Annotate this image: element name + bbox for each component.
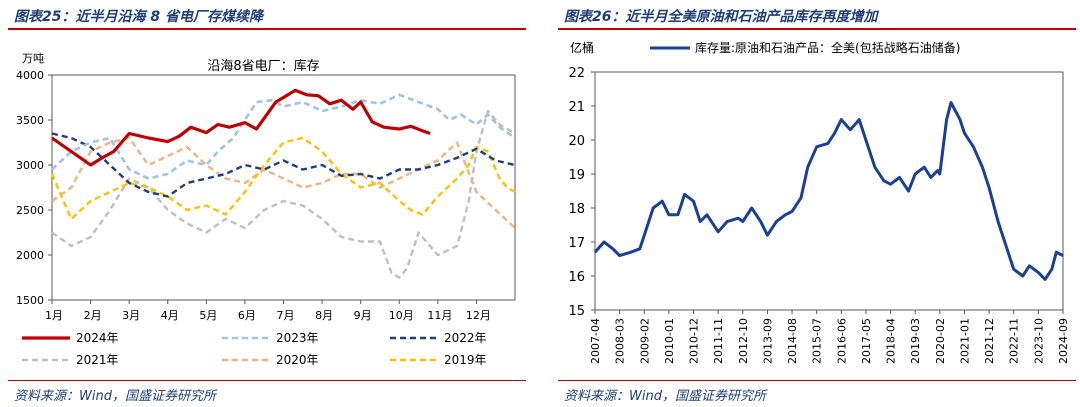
series-line-2020年 (51, 136, 516, 229)
y-tick-label: 15 (568, 304, 585, 319)
legend-label: 2019年 (444, 353, 487, 367)
x-tick-label: 4月 (161, 309, 179, 322)
y-tick-label: 1500 (16, 294, 44, 307)
y-tick-label: 18 (568, 202, 585, 217)
legend-label: 2021年 (76, 353, 119, 367)
source-divider (8, 380, 526, 381)
x-tick-label: 2020-02 (934, 318, 947, 364)
y-tick-label: 3000 (16, 159, 44, 172)
x-tick-label: 2月 (84, 309, 102, 322)
x-tick-label: 9月 (354, 309, 372, 322)
legend-label: 2023年 (276, 331, 319, 345)
chart-title: 沿海8省电厂：库存 (207, 58, 319, 74)
x-tick-label: 7月 (277, 309, 295, 322)
y-tick-label: 4000 (16, 69, 44, 82)
x-tick-label: 1月 (45, 309, 63, 322)
x-tick-label: 2023-10 (1032, 318, 1045, 364)
x-tick-label: 5月 (199, 309, 217, 322)
source-note: 资料来源：Wind，国盛证券研究所 (14, 389, 216, 404)
x-tick-label: 2019-03 (909, 318, 922, 364)
x-tick-label: 2011-11 (712, 318, 725, 364)
series-line-inventory (593, 101, 1064, 281)
x-tick-label: 3月 (122, 309, 140, 322)
x-tick-label: 2018-04 (885, 318, 898, 364)
y-tick-label: 3500 (16, 114, 44, 127)
x-tick-label: 2009-02 (638, 318, 651, 364)
y-axis-label: 万吨 (22, 52, 44, 65)
x-tick-label: 2008-03 (614, 318, 627, 364)
y-tick-label: 2500 (16, 204, 44, 217)
series-line-2022年 (51, 132, 516, 198)
y-axis-label: 亿桶 (570, 40, 594, 55)
legend-label: 2022年 (444, 331, 487, 345)
series-line-2023年 (51, 93, 516, 180)
series-line-2019年 (50, 136, 516, 221)
y-tick-label: 17 (568, 236, 585, 251)
right-panel: 图表26：近半月全美原油和石油产品库存再度增加 亿桶 15 16 17 18 19 20 21… (550, 0, 1080, 407)
x-tick-label: 2007-04 (589, 318, 602, 364)
x-tick-label: 2015-07 (811, 318, 824, 364)
title-divider (558, 28, 1076, 30)
source-note: 资料来源：Wind，国盛证券研究所 (564, 389, 766, 404)
x-tick-label: 8月 (315, 309, 333, 322)
x-tick-label: 2012-10 (737, 318, 750, 364)
x-tick-label: 2021-01 (958, 318, 971, 364)
figure-title: 图表25：近半月沿海 8 省电厂存煤续降 (14, 9, 263, 25)
x-tick-label: 2022-11 (1008, 318, 1021, 364)
x-tick-label: 2010-01 (663, 318, 676, 364)
legend-label: 2024年 (76, 331, 119, 345)
x-tick-label: 2014-08 (786, 318, 799, 364)
y-tick-label: 16 (568, 270, 585, 285)
y-tick-label: 20 (568, 134, 585, 149)
plot-frame (51, 74, 516, 301)
x-tick-label: 2017-05 (860, 318, 873, 364)
x-tick-label: 2021-12 (983, 318, 996, 364)
y-tick-label: 19 (568, 168, 585, 183)
series-line-2021年 (51, 109, 516, 279)
x-tick-label: 12月 (466, 309, 491, 322)
legend-label: 库存量:原油和石油产品：全美(包括战略石油储备) (695, 40, 960, 55)
x-tick-label: 11月 (427, 309, 452, 322)
y-tick-label: 2000 (16, 249, 44, 262)
legend-label: 2020年 (276, 353, 319, 367)
coal-inventory-chart: 万吨 沿海8省电厂：库存 1500 2000 2500 3000 3500 4000 1月 2月 3… (16, 52, 516, 367)
x-tick-label: 2016-06 (835, 318, 848, 364)
title-divider (8, 28, 526, 30)
left-panel: 图表25：近半月沿海 8 省电厂存煤续降 万吨 沿海8省电厂：库存 1500 2000… (0, 0, 530, 407)
source-divider (558, 380, 1076, 381)
x-tick-label: 2010-12 (688, 318, 701, 364)
series-line-2024年 (51, 88, 431, 167)
x-tick-label: 6月 (238, 309, 256, 322)
x-tick-label: 10月 (389, 309, 414, 322)
figure-title: 图表26：近半月全美原油和石油产品库存再度增加 (564, 9, 878, 25)
y-tick-label: 21 (568, 100, 585, 115)
plot-frame (594, 71, 1064, 311)
y-tick-label: 22 (568, 66, 585, 81)
x-tick-label: 2024-09 (1057, 318, 1070, 364)
x-tick-label: 2013-09 (761, 318, 774, 364)
us-crude-inventory-chart: 亿桶 15 16 17 18 19 20 21 22 2007-04 2008-03 2009-02 2… (568, 40, 1070, 364)
